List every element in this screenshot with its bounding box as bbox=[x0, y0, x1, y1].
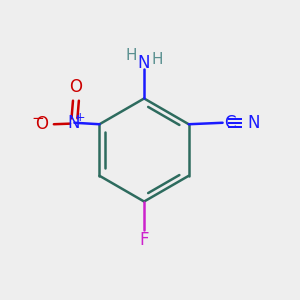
Text: N: N bbox=[248, 114, 260, 132]
Text: F: F bbox=[140, 231, 149, 249]
Text: N: N bbox=[67, 114, 80, 132]
Text: −: − bbox=[31, 111, 44, 126]
Text: +: + bbox=[74, 111, 85, 124]
Text: O: O bbox=[69, 78, 82, 96]
Text: C: C bbox=[224, 114, 236, 132]
Text: H: H bbox=[125, 48, 136, 63]
Text: O: O bbox=[35, 115, 49, 133]
Text: H: H bbox=[152, 52, 163, 67]
Text: N: N bbox=[138, 53, 150, 71]
